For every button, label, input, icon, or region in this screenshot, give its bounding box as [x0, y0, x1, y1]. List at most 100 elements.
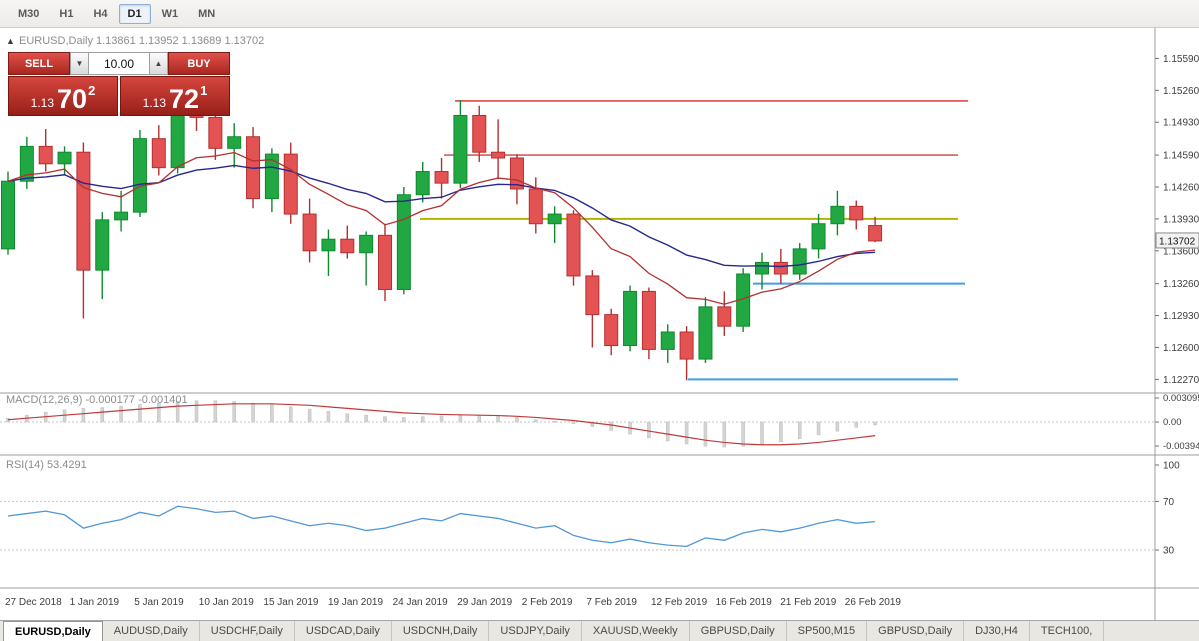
macd-histogram-bar [402, 417, 406, 423]
macd-histogram-bar [684, 421, 689, 445]
volume-decrease-icon[interactable]: ▼ [70, 52, 89, 75]
candle-body [641, 290, 656, 350]
one-click-trading-panel: SELL ▼ 10.00 ▲ BUY 1.13 70 2 1.13 72 1 [8, 52, 230, 116]
macd-histogram-bar [534, 419, 538, 423]
buy-price-big: 72 [169, 84, 200, 115]
timeframe-button-h1[interactable]: H1 [59, 7, 74, 20]
candle-body [76, 151, 91, 271]
macd-histogram-bar [666, 421, 670, 442]
rsi-indicator-label: RSI(14) 53.4291 [6, 459, 87, 471]
timeframe-button-m30[interactable]: M30 [18, 7, 40, 20]
timeframe-button-d1[interactable]: D1 [118, 3, 151, 24]
macd-histogram-bar [81, 408, 86, 423]
macd-histogram-bar [496, 415, 500, 423]
timeframe-button-h4[interactable]: H4 [93, 7, 108, 20]
candle-body [359, 234, 374, 254]
chart-canvas[interactable]: 1.15590 1.15260 1.14930 1.14590 1.14260 1.139… [0, 28, 1199, 620]
candle-body [302, 213, 317, 252]
chart-region: 1.15590 1.15260 1.14930 1.14590 1.14260 1.139… [0, 28, 1199, 620]
chart-tab-1[interactable]: AUDUSD,Daily [103, 621, 200, 641]
chart-tab-2[interactable]: USDCHF,Daily [200, 621, 295, 641]
date-axis-label: 16 Feb 2019 [716, 597, 773, 608]
macd-indicator-label: MACD(12,26,9) -0.000177 -0.001401 [6, 394, 188, 406]
macd-histogram-bar [232, 401, 236, 423]
chart-tab-11[interactable]: TECH100, [1030, 621, 1105, 641]
current-price-label: 1.13702 [1159, 236, 1196, 247]
candle-body [283, 153, 298, 215]
buy-button[interactable]: BUY [168, 52, 230, 75]
macd-histogram-bar [515, 417, 519, 423]
macd-axis-label: 0.00 [1163, 417, 1182, 428]
macd-histogram-bar [345, 413, 350, 423]
buy-price-button[interactable]: 1.13 72 1 [120, 76, 230, 116]
chart-tab-5[interactable]: USDJPY,Daily [489, 621, 582, 641]
current-price-tag [1155, 232, 1199, 249]
candle-body [547, 213, 562, 225]
chart-tab-3[interactable]: USDCAD,Daily [295, 621, 392, 641]
macd-histogram-bar [100, 407, 104, 423]
candle-body [208, 116, 223, 149]
chart-tab-8[interactable]: SP500,M15 [787, 621, 868, 641]
sell-button[interactable]: SELL [8, 52, 70, 75]
chart-tab-4[interactable]: USDCNH,Daily [392, 621, 490, 641]
date-axis-label: 26 Feb 2019 [845, 597, 902, 608]
rsi-line [7, 505, 876, 548]
collapse-trade-panel-icon[interactable]: ▲ [6, 36, 15, 46]
macd-histogram-bar [213, 400, 218, 423]
candle-body [566, 213, 581, 277]
date-axis-label: 5 Jan 2019 [134, 597, 184, 608]
candle-body [264, 153, 279, 200]
macd-histogram-bar [477, 414, 481, 423]
candle-body [528, 188, 543, 225]
price-axis-label: 1.13260 [1163, 279, 1199, 290]
chart-tab-6[interactable]: XAUUSD,Weekly [582, 621, 690, 641]
macd-histogram-bar [703, 421, 708, 447]
date-axis-label: 2 Feb 2019 [522, 597, 573, 608]
macd-histogram-bar [816, 421, 821, 436]
date-axis-label: 10 Jan 2019 [199, 597, 254, 608]
date-axis-label: 7 Feb 2019 [586, 597, 637, 608]
macd-histogram-bar [175, 401, 180, 423]
timeframe-button-w1[interactable]: W1 [161, 7, 179, 20]
candle-body [679, 331, 694, 360]
ma-slow-line [7, 164, 876, 268]
sell-price-big: 70 [57, 84, 88, 115]
price-axis-label: 1.14260 [1163, 183, 1199, 194]
chart-tab-10[interactable]: DJ30,H4 [964, 621, 1030, 641]
candle-body [623, 290, 638, 347]
price-axis-label: 1.12930 [1163, 311, 1199, 322]
timeframe-button-mn[interactable]: MN [198, 7, 216, 20]
candle-body [227, 136, 242, 149]
rsi-axis-label: 30 [1163, 546, 1175, 557]
buy-price-pip: 1 [200, 83, 208, 98]
chart-tab-9[interactable]: GBPUSD,Daily [867, 621, 965, 641]
candle-body [132, 138, 147, 213]
macd-histogram-bar [760, 421, 764, 445]
chart-tab-7[interactable]: GBPUSD,Daily [690, 621, 787, 641]
candle-body [830, 205, 845, 225]
macd-histogram-bar [439, 415, 444, 423]
date-axis-label: 27 Dec 2018 [5, 597, 62, 608]
candle-body [849, 205, 864, 221]
macd-histogram-bar [251, 402, 255, 423]
candle-body [321, 238, 336, 252]
candle-body [604, 314, 619, 347]
rsi-axis-label: 100 [1163, 461, 1180, 472]
volume-input[interactable]: 10.00 [89, 52, 149, 75]
candles-layer [1, 81, 883, 381]
volume-increase-icon[interactable]: ▲ [149, 52, 168, 75]
sell-price-button[interactable]: 1.13 70 2 [8, 76, 118, 116]
macd-histogram-bar [797, 421, 802, 439]
trade-controls-row: SELL ▼ 10.00 ▲ BUY [8, 52, 230, 75]
macd-histogram-bar [62, 409, 67, 423]
date-axis-label: 21 Feb 2019 [780, 597, 837, 608]
date-axis-label: 12 Feb 2019 [651, 597, 708, 608]
candle-body [811, 223, 826, 250]
chart-tab-0[interactable]: EURUSD,Daily [3, 621, 103, 641]
candle-body [151, 138, 166, 169]
macd-histogram-bar [722, 421, 727, 448]
date-axis-label: 15 Jan 2019 [263, 597, 318, 608]
macd-histogram-bar [458, 414, 463, 423]
price-axis-label: 1.12600 [1163, 343, 1199, 354]
